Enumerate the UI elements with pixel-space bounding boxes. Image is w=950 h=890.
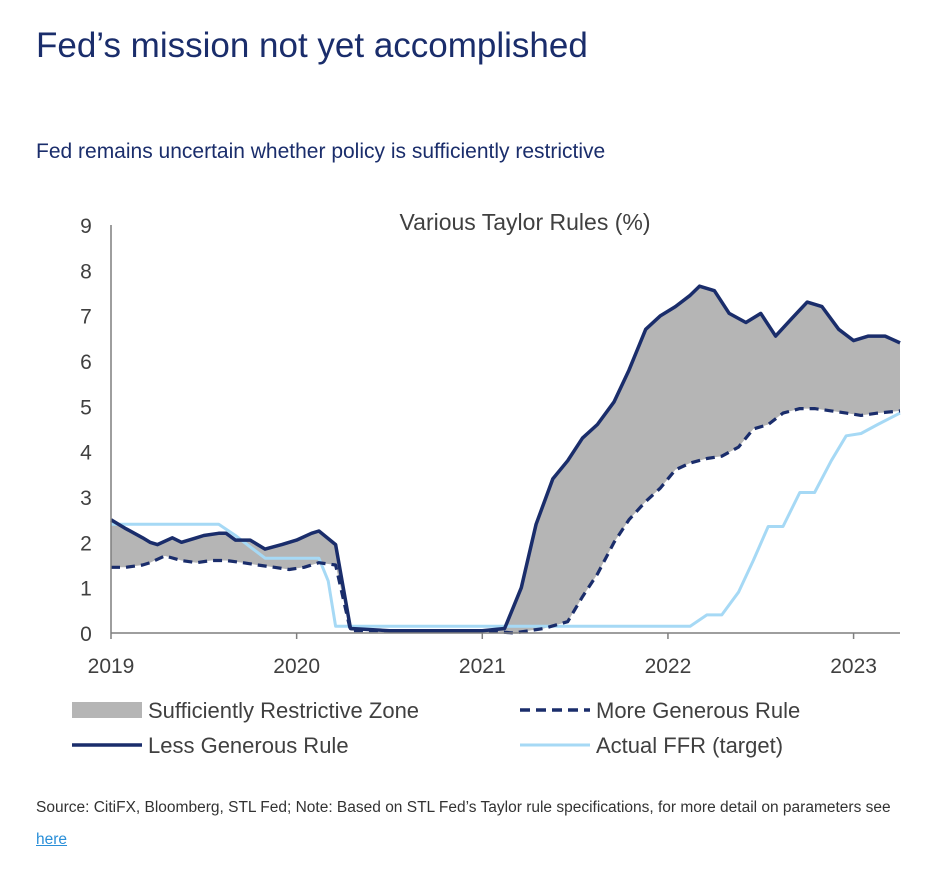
series-line-more-generous-rule bbox=[111, 407, 901, 635]
y-tick-label: 7 bbox=[80, 306, 92, 329]
y-tick-label: 1 bbox=[80, 578, 92, 601]
y-tick-label: 0 bbox=[80, 623, 92, 646]
y-tick-label: 4 bbox=[80, 442, 92, 465]
series-layer bbox=[110, 284, 901, 635]
x-tick-label: 2020 bbox=[273, 655, 320, 678]
y-tick-label: 6 bbox=[80, 351, 92, 374]
page-subtitle: Fed remains uncertain whether policy is … bbox=[36, 140, 606, 163]
legend-label-less-generous-rule: Less Generous Rule bbox=[148, 733, 349, 758]
footnote: Source: CitiFX, Bloomberg, STL Fed; Note… bbox=[36, 792, 916, 856]
legend-label-sufficiently-restrictive-zone: Sufficiently Restrictive Zone bbox=[148, 698, 419, 723]
page-title: Fed’s mission not yet accomplished bbox=[36, 26, 588, 65]
axes-layer: 0 1 2 3 4 5 6 7 8 9 2019 2020 2021 2022 2023 bbox=[80, 215, 900, 678]
y-tick-label: 9 bbox=[80, 215, 92, 238]
y-tick-label: 3 bbox=[80, 487, 92, 510]
legend-swatch-sufficiently-restrictive-zone bbox=[72, 702, 142, 718]
y-tick-label: 2 bbox=[80, 532, 92, 555]
chart-title: Various Taylor Rules (%) bbox=[400, 209, 651, 235]
y-tick-label: 5 bbox=[80, 396, 92, 419]
x-tick-label: 2019 bbox=[88, 655, 135, 678]
legend-label-actual-ffr-target: Actual FFR (target) bbox=[596, 733, 783, 758]
y-tick-label: 8 bbox=[80, 260, 92, 283]
footnote-link[interactable]: here bbox=[36, 831, 68, 848]
x-tick-label: 2021 bbox=[459, 655, 506, 678]
x-tick-label: 2022 bbox=[645, 655, 692, 678]
legend-label-more-generous-rule: More Generous Rule bbox=[596, 698, 800, 723]
footnote-text: Source: CitiFX, Bloomberg, STL Fed; Note… bbox=[36, 799, 891, 816]
x-tick-label: 2023 bbox=[830, 655, 877, 678]
series-line-less-generous-rule bbox=[110, 284, 901, 633]
legend: Sufficiently Restrictive Zone More Genero… bbox=[72, 698, 800, 758]
series-line-actual-ffr-target bbox=[111, 411, 901, 628]
restrictive-zone-layer bbox=[111, 286, 900, 633]
restrictive-zone-area bbox=[111, 286, 900, 633]
taylor-rules-chart: Various Taylor Rules (%) 0 1 2 3 4 5 6 7 8 9 2019 2… bbox=[72, 209, 901, 758]
